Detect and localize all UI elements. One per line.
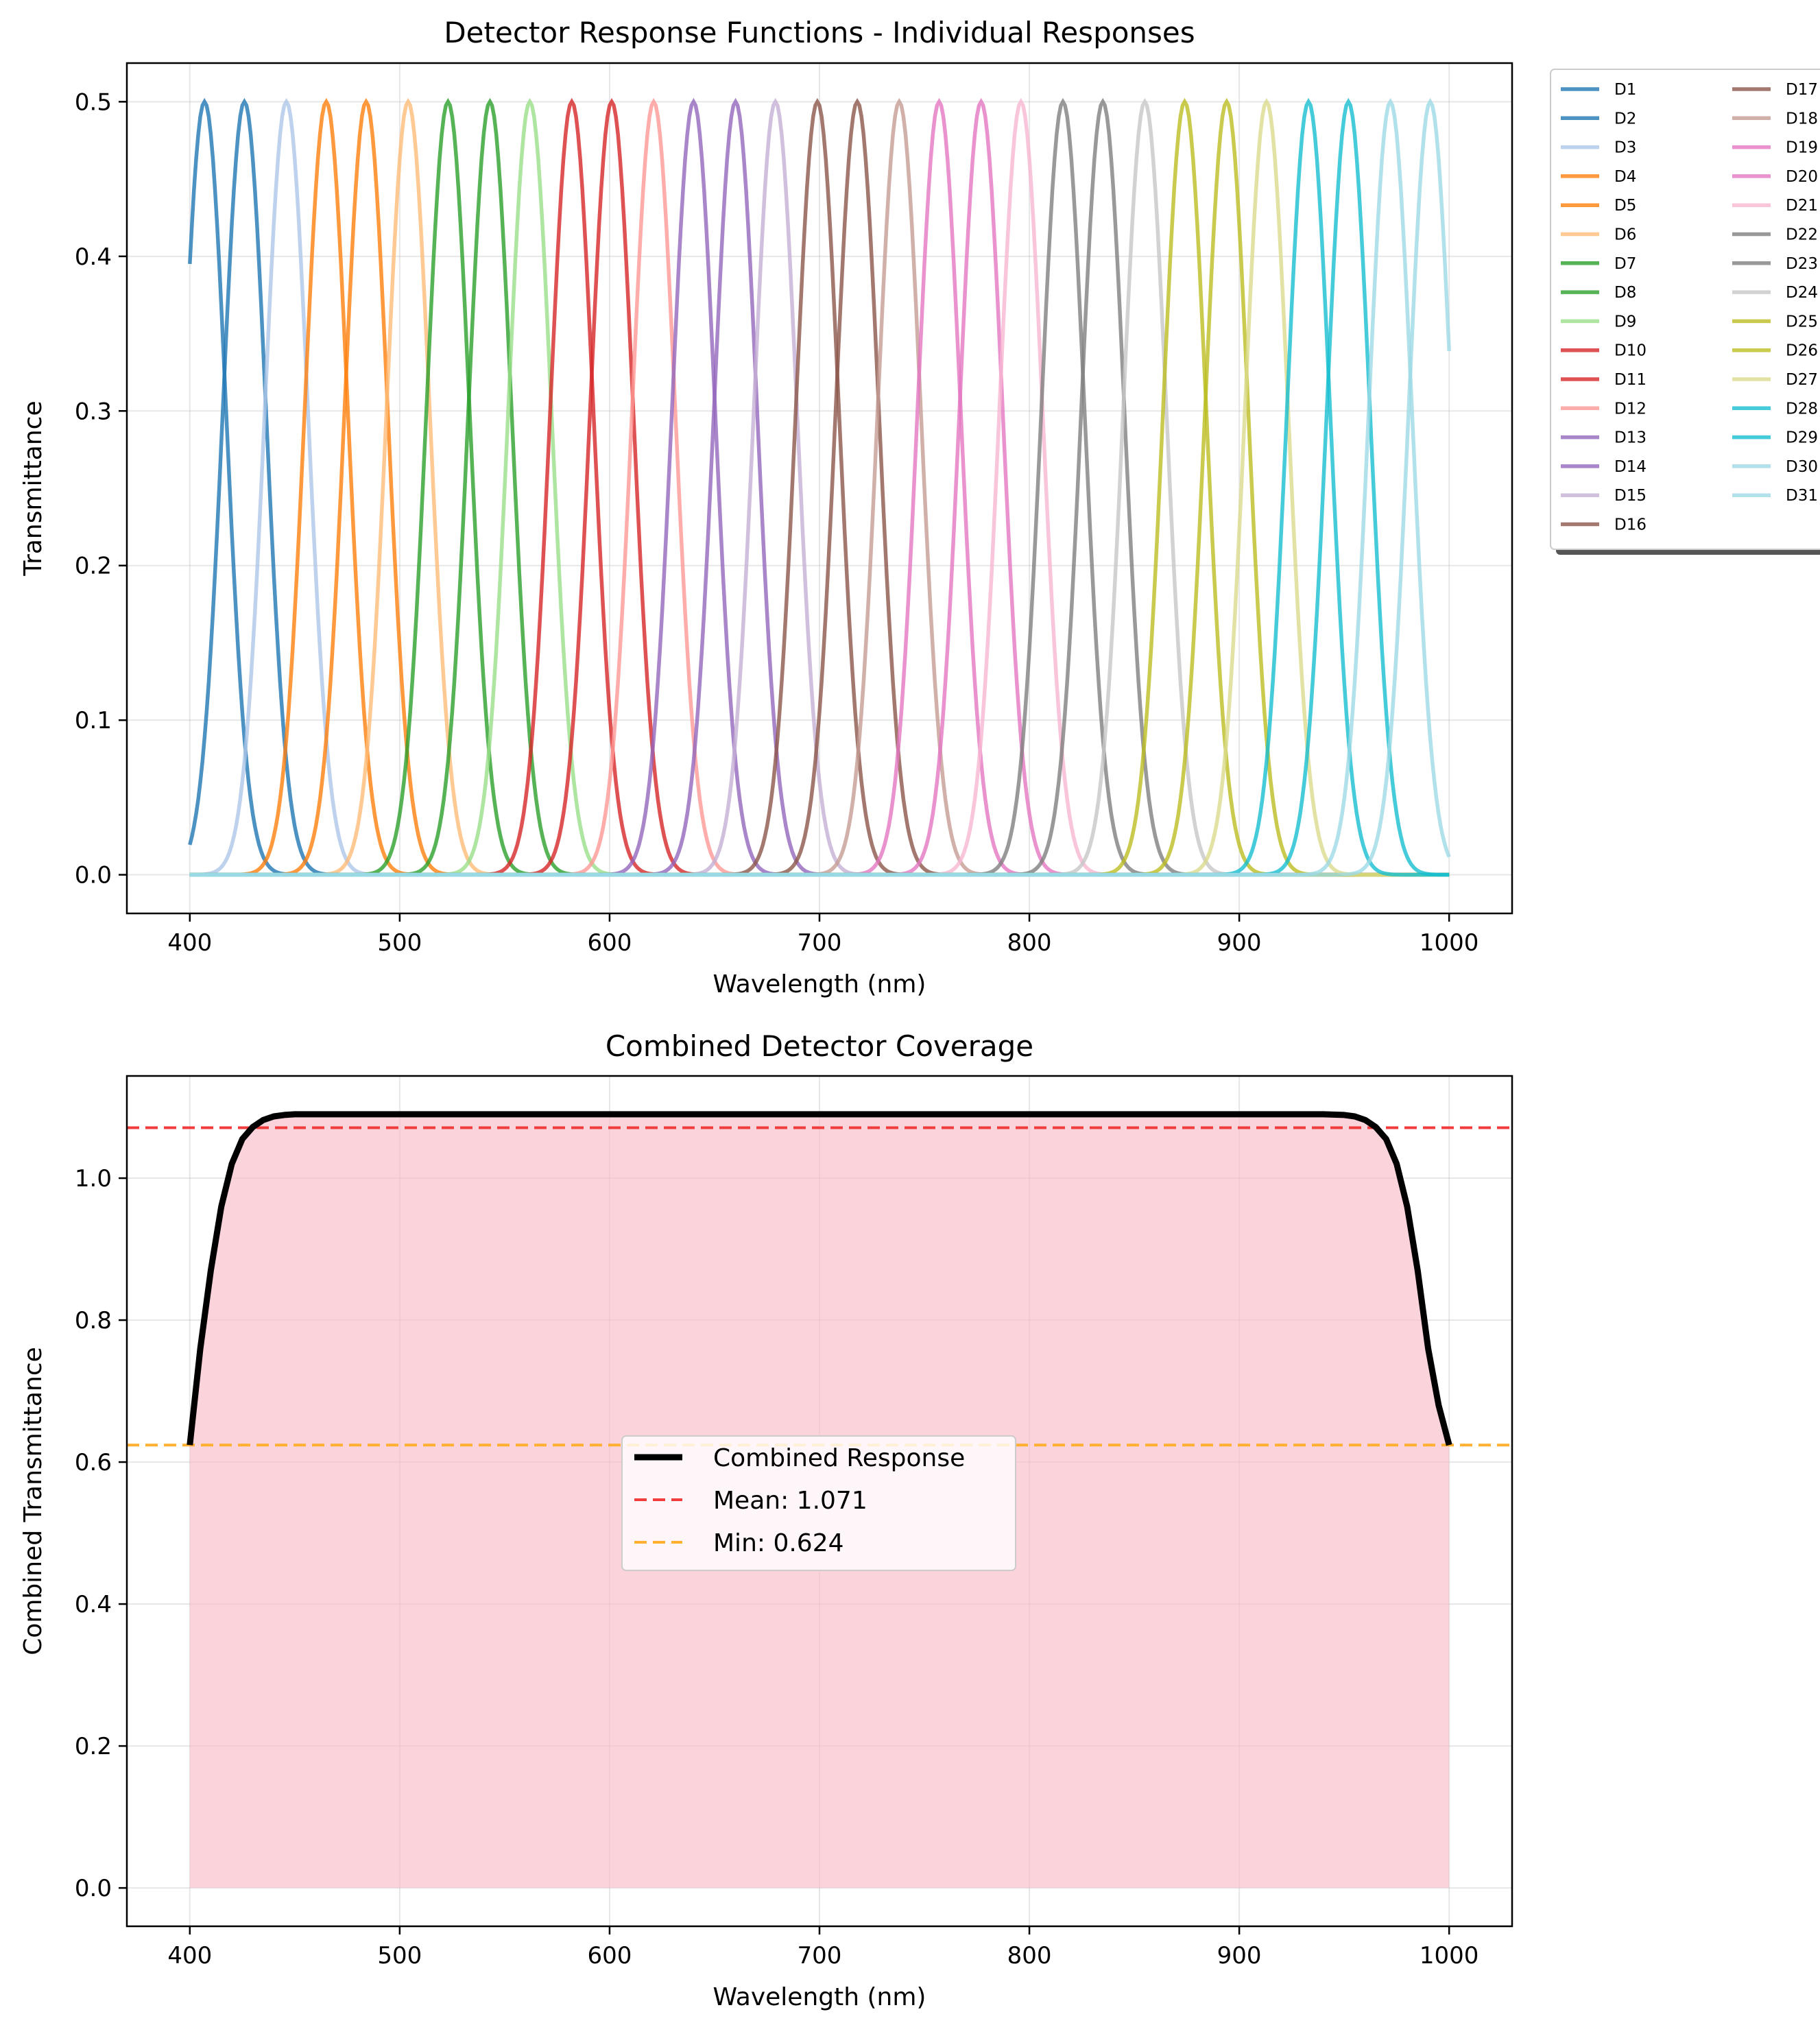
legend-label-D6: D6 (1614, 226, 1636, 244)
individual-responses-chart: Detector Response Functions - Individual… (19, 16, 1820, 998)
legend-combined-label: Combined Response (713, 1444, 965, 1472)
legend-label-D8: D8 (1614, 284, 1636, 302)
top-x-tick-label: 500 (377, 929, 422, 957)
combined-coverage-chart: Combined Detector Coverage 400 500 600 700 8… (19, 1029, 1513, 2011)
legend-label-D4: D4 (1614, 168, 1636, 186)
top-x-tick-label: 600 (587, 929, 632, 957)
top-legend: D1 D2 D3 D4 D5 D6 D7 D8 D9 D10 D11 D12 D13 D14 D15 D16 D… (1550, 69, 1820, 555)
legend-label-D11: D11 (1614, 371, 1647, 389)
bottom-x-tick-label: 400 (167, 1942, 212, 1969)
bottom-x-tick-label: 500 (377, 1942, 422, 1969)
legend-label-D2: D2 (1614, 110, 1636, 128)
combined-response-line (187, 1111, 1452, 1446)
top-y-tick-label: 0.1 (75, 707, 112, 734)
legend-label-D18: D18 (1786, 110, 1818, 128)
legend-label-D1: D1 (1614, 81, 1636, 99)
legend-label-D27: D27 (1786, 371, 1818, 389)
bottom-y-tick-label: 0.6 (75, 1449, 112, 1476)
legend-label-D19: D19 (1786, 139, 1818, 157)
top-x-tick-label: 700 (798, 929, 842, 957)
legend-label-D24: D24 (1786, 284, 1818, 302)
top-response-lines (188, 97, 1451, 877)
top-chart-title: Detector Response Functions - Individual… (444, 16, 1195, 49)
top-ticks: 400 500 600 700 800 900 1000 0.0 0.1 0.2 0.3 0.4 0.5 (75, 88, 1479, 957)
bottom-y-tick-label: 0.2 (75, 1733, 112, 1760)
legend-label-D7: D7 (1614, 255, 1636, 273)
legend-label-D15: D15 (1614, 487, 1647, 505)
top-y-tick-label: 0.3 (75, 398, 112, 425)
legend-label-D16: D16 (1614, 516, 1647, 534)
legend-mean-label: Mean: 1.071 (713, 1487, 867, 1515)
legend-min-label: Min: 0.624 (713, 1529, 844, 1557)
bottom-y-tick-label: 1.0 (75, 1165, 112, 1193)
bottom-legend-box (621, 1435, 1016, 1571)
bottom-ticks: 400 500 600 700 800 900 1000 0.0 0.2 0.4 0.6 0.8 1.0 (75, 1165, 1479, 1969)
legend-label-D22: D22 (1786, 226, 1818, 244)
bottom-y-tick-label: 0.0 (75, 1875, 112, 1902)
bottom-x-tick-label: 600 (587, 1942, 632, 1969)
bottom-x-tick-label: 900 (1217, 1942, 1262, 1969)
bottom-y-axis-label: Combined Transmittance (19, 1347, 47, 1655)
bottom-legend: Combined Response Mean: 1.071 Min: 0.624 (621, 1435, 1016, 1571)
legend-label-D12: D12 (1614, 400, 1647, 418)
bottom-x-tick-label: 800 (1007, 1942, 1052, 1969)
top-legend-box (1550, 69, 1820, 550)
legend-label-D30: D30 (1786, 458, 1818, 476)
top-x-axis-label: Wavelength (nm) (713, 970, 926, 998)
top-y-tick-label: 0.5 (75, 88, 112, 116)
legend-label-D20: D20 (1786, 168, 1818, 186)
response-line-D31 (189, 97, 1451, 877)
top-x-tick-label: 800 (1007, 929, 1052, 957)
bottom-chart-title: Combined Detector Coverage (606, 1029, 1033, 1063)
top-y-tick-label: 0.0 (75, 862, 112, 889)
top-x-tick-label: 900 (1217, 929, 1262, 957)
bottom-y-tick-label: 0.8 (75, 1307, 112, 1334)
legend-label-D26: D26 (1786, 342, 1818, 360)
legend-label-D3: D3 (1614, 139, 1636, 157)
legend-label-D23: D23 (1786, 255, 1818, 273)
legend-label-D13: D13 (1614, 429, 1647, 447)
legend-label-D10: D10 (1614, 342, 1647, 360)
legend-label-D25: D25 (1786, 313, 1818, 331)
legend-label-D31: D31 (1786, 487, 1818, 505)
legend-label-D17: D17 (1786, 81, 1818, 99)
legend-label-D14: D14 (1614, 458, 1647, 476)
legend-label-D21: D21 (1786, 197, 1818, 215)
top-x-tick-label: 400 (167, 929, 212, 957)
top-y-axis-label: Transmittance (19, 400, 47, 576)
top-y-tick-label: 0.4 (75, 243, 112, 271)
top-y-tick-label: 0.2 (75, 553, 112, 580)
bottom-x-tick-label: 1000 (1420, 1942, 1479, 1969)
legend-label-D9: D9 (1614, 313, 1636, 331)
legend-label-D5: D5 (1614, 197, 1636, 215)
legend-label-D29: D29 (1786, 429, 1818, 447)
bottom-y-tick-label: 0.4 (75, 1591, 112, 1618)
bottom-x-axis-label: Wavelength (nm) (713, 1983, 926, 2011)
bottom-x-tick-label: 700 (798, 1942, 842, 1969)
top-x-tick-label: 1000 (1420, 929, 1479, 957)
legend-label-D28: D28 (1786, 400, 1818, 418)
